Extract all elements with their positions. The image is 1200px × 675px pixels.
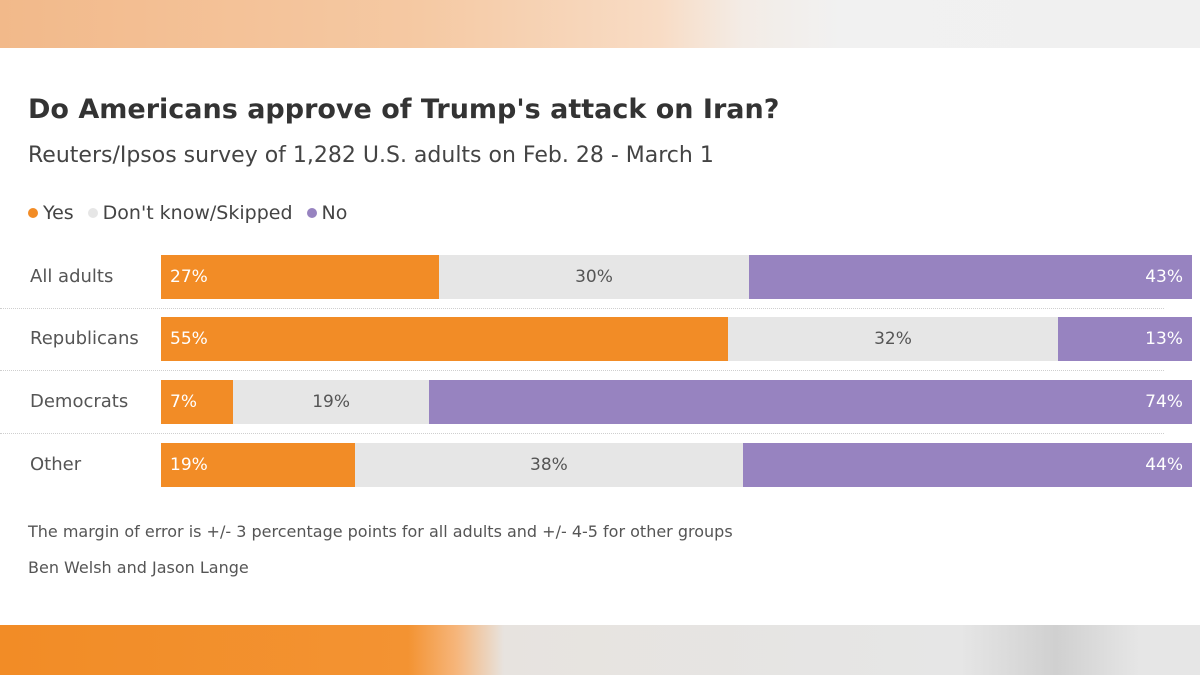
bar-segment-no: 43%: [748, 255, 1192, 299]
data-label-yes: 27%: [170, 267, 208, 287]
stacked-bar: 55% 32% 13%: [161, 317, 1192, 361]
data-label-dont-know: 30%: [575, 267, 613, 287]
bottom-background-strip: [0, 625, 1200, 675]
bar-segment-no: 13%: [1057, 317, 1192, 361]
bar-segment-dont-know: 19%: [233, 380, 430, 424]
row-divider: [0, 308, 1164, 309]
top-background-strip: [0, 0, 1200, 48]
chart-row-democrats: Democrats 7% 19% 74%: [28, 380, 1192, 424]
legend-dot-dont-know: [87, 208, 98, 218]
chart-title: Do Americans approve of Trump's attack o…: [28, 94, 780, 125]
row-label: Republicans: [30, 328, 139, 349]
bar-segment-dont-know: 38%: [355, 443, 743, 487]
bar-segment-yes: 55%: [161, 317, 729, 361]
bar-segment-yes: 27%: [161, 255, 440, 299]
legend-dot-no: [306, 208, 317, 218]
bar-segment-yes: 19%: [161, 443, 355, 487]
data-label-yes: 55%: [170, 329, 208, 349]
legend-item-dont-know: Don't know/Skipped: [87, 202, 293, 224]
legend-label-dont-know: Don't know/Skipped: [102, 202, 293, 224]
legend-item-yes: Yes: [28, 202, 74, 224]
data-label-no: 74%: [1145, 392, 1183, 412]
data-label-dont-know: 32%: [874, 329, 912, 349]
chart-legend: Yes Don't know/Skipped No: [28, 202, 361, 224]
bar-segment-no: 74%: [429, 380, 1192, 424]
row-divider: [0, 370, 1164, 371]
chart-row-republicans: Republicans 55% 32% 13%: [28, 317, 1192, 361]
chart-row-other: Other 19% 38% 44%: [28, 443, 1192, 487]
data-label-no: 44%: [1145, 455, 1183, 475]
row-label: Other: [30, 454, 82, 475]
legend-label-yes: Yes: [43, 202, 74, 224]
stacked-bar: 27% 30% 43%: [161, 255, 1192, 299]
stacked-bar: 19% 38% 44%: [161, 443, 1192, 487]
data-label-dont-know: 38%: [530, 455, 568, 475]
bar-segment-yes: 7%: [161, 380, 234, 424]
row-label: All adults: [30, 266, 114, 287]
bar-segment-dont-know: 32%: [728, 317, 1058, 361]
chart-row-all-adults: All adults 27% 30% 43%: [28, 255, 1192, 299]
chart-credit: Ben Welsh and Jason Lange: [28, 558, 249, 577]
bar-segment-dont-know: 30%: [439, 255, 749, 299]
margin-of-error-note: The margin of error is +/- 3 percentage …: [28, 522, 733, 541]
legend-label-no: No: [321, 202, 348, 224]
data-label-dont-know: 19%: [312, 392, 350, 412]
bar-segment-no: 44%: [742, 443, 1192, 487]
row-divider: [0, 433, 1164, 434]
data-label-yes: 19%: [170, 455, 208, 475]
legend-item-no: No: [306, 202, 348, 224]
legend-dot-yes: [28, 208, 38, 218]
data-label-yes: 7%: [170, 392, 197, 412]
stacked-bar: 7% 19% 74%: [161, 380, 1192, 424]
data-label-no: 43%: [1145, 267, 1183, 287]
row-label: Democrats: [30, 391, 129, 412]
chart-subtitle: Reuters/Ipsos survey of 1,282 U.S. adult…: [28, 143, 714, 168]
data-label-no: 13%: [1145, 329, 1183, 349]
